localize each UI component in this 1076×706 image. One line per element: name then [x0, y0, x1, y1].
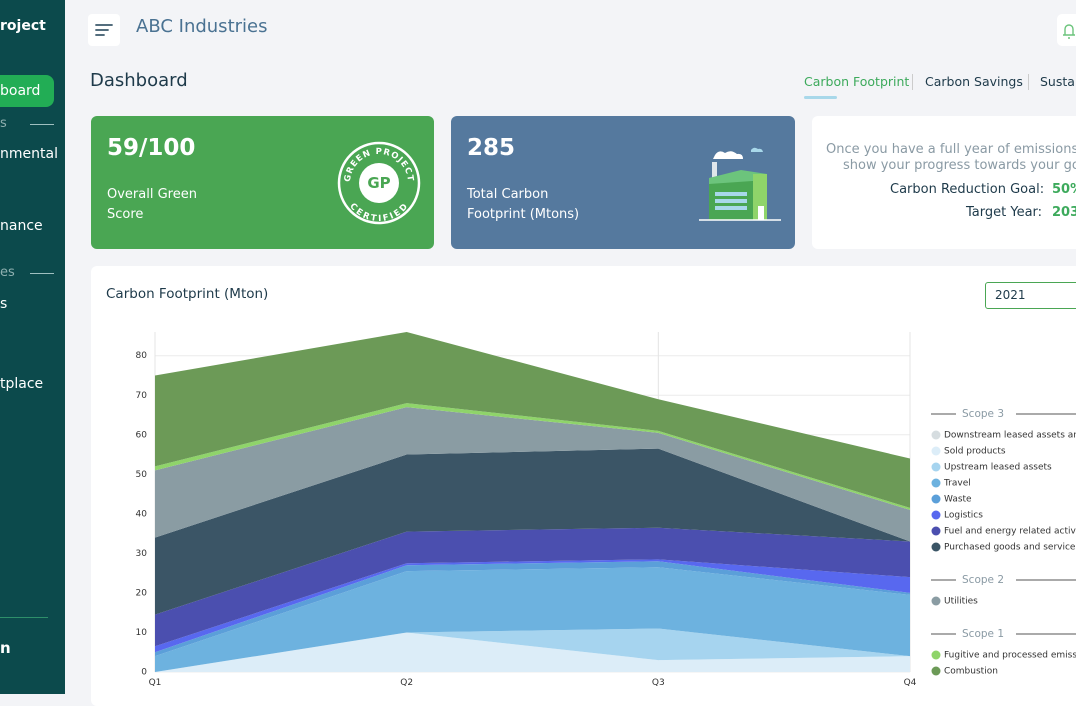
area	[155, 527, 910, 647]
factory-illustration	[699, 147, 781, 221]
badge-text: CERTIFIED	[348, 201, 411, 224]
score-value: 59/100	[107, 135, 196, 161]
green-score-card: 59/100 Overall Green Score GREEN PROJECT…	[91, 116, 434, 249]
legend-swatch	[931, 596, 941, 606]
legend-label: Travel	[943, 479, 971, 489]
x-tick-label: Q3	[652, 678, 665, 688]
y-tick-label: 70	[136, 391, 148, 401]
area	[155, 632, 910, 672]
goal-note: Once you have a full year of emissions	[826, 142, 1076, 157]
carbon-label: Footprint (Mtons)	[467, 207, 580, 222]
y-tick-label: 60	[136, 430, 148, 440]
legend-group-title: Scope 2	[962, 574, 1004, 586]
area	[155, 332, 910, 508]
y-tick-label: 50	[136, 470, 148, 480]
legend-group-title: Scope 3	[962, 408, 1004, 420]
tab-indicator	[804, 96, 837, 99]
legend-group-title: Scope 1	[962, 628, 1004, 640]
user[interactable]: n	[0, 639, 11, 657]
area	[155, 628, 910, 672]
carbon-label: Total Carbon	[467, 187, 549, 202]
divider	[30, 124, 54, 125]
legend-swatch	[931, 430, 941, 440]
score-label: Score	[107, 207, 144, 222]
brand: roject	[0, 18, 46, 34]
legend-swatch	[931, 650, 941, 660]
legend-label: Waste	[944, 495, 972, 505]
legend-label: Fugitive and processed emiss	[944, 651, 1076, 661]
legend-label: Utilities	[944, 597, 978, 607]
legend-label: Upstream leased assets	[944, 463, 1052, 473]
legend-swatch	[931, 666, 941, 676]
x-tick-label: Q1	[149, 678, 162, 688]
tab-active[interactable]: Carbon Footprint	[804, 74, 910, 89]
legend-label: Purchased goods and services	[944, 543, 1076, 553]
goal-value: 50%	[1052, 182, 1076, 197]
legend-swatch	[931, 510, 941, 520]
y-tick-label: 10	[136, 628, 148, 638]
legend-swatch	[931, 478, 941, 488]
tab-divider	[912, 74, 913, 90]
y-tick-label: 40	[136, 509, 148, 519]
nav-section: s	[0, 116, 7, 131]
company-name: ABC Industries	[136, 16, 268, 37]
y-tick-label: 20	[136, 588, 148, 598]
legend-label: Sold products	[944, 447, 1006, 457]
chart-card: Carbon Footprint (Mton) 2021 0 10 20 30 40 50…	[91, 266, 1076, 706]
page-title: Dashboard	[90, 70, 188, 91]
goal-note: show your progress towards your go	[843, 158, 1076, 173]
sidebar: roject board s nmental nance es s tplace…	[0, 0, 65, 694]
nav-item[interactable]: nmental	[0, 146, 58, 162]
nav-item[interactable]: board	[0, 83, 41, 99]
area	[155, 407, 910, 542]
divider	[30, 273, 54, 274]
y-tick-label: 30	[136, 549, 148, 559]
nav-item[interactable]: nance	[0, 218, 43, 234]
legend-swatch	[931, 494, 941, 504]
area	[155, 567, 910, 672]
legend-swatch	[931, 526, 941, 536]
certified-badge: GREEN PROJECT CERTIFIED GP	[337, 141, 421, 225]
nav-section: es	[0, 265, 15, 280]
carbon-value: 285	[467, 135, 516, 161]
legend-swatch	[931, 446, 941, 456]
y-tick-label: 0	[141, 668, 147, 678]
nav-item[interactable]: s	[0, 296, 8, 312]
legend-label: Logistics	[944, 511, 983, 521]
goal-card: Once you have a full year of emissions s…	[812, 116, 1076, 249]
legend-label: Fuel and energy related activi	[944, 527, 1076, 537]
area	[155, 448, 910, 615]
legend-swatch	[931, 462, 941, 472]
x-tick-label: Q4	[904, 678, 917, 688]
legend-swatch	[931, 542, 941, 552]
bell-icon	[1063, 24, 1075, 39]
badge-bottom: CERTIFIED	[348, 201, 410, 224]
nav-item[interactable]: tplace	[0, 376, 44, 392]
menu-icon	[95, 24, 113, 36]
notification-button[interactable]	[1057, 14, 1076, 46]
score-label: Overall Green	[107, 187, 197, 202]
tab-divider	[1028, 74, 1029, 90]
goal-label: Carbon Reduction Goal:	[890, 182, 1045, 197]
year-value: 203	[1052, 205, 1076, 220]
tab[interactable]: Sustai	[1040, 74, 1076, 89]
chart-title: Carbon Footprint (Mton)	[106, 286, 269, 302]
x-tick-label: Q2	[400, 678, 413, 688]
year-select[interactable]: 2021	[985, 282, 1076, 309]
nav-active[interactable]	[0, 75, 54, 107]
chart: 0 10 20 30 40 50 60 70 80 Q1 Q2 Q3 Q4 Scope 3 Downstre…	[136, 332, 1076, 688]
menu-button[interactable]	[88, 14, 120, 46]
carbon-card: 285 Total Carbon Footprint (Mtons)	[451, 116, 795, 249]
badge-mark: GP	[367, 174, 390, 192]
year-select-value: 2021	[995, 288, 1026, 302]
legend-label: Downstream leased assets and	[944, 431, 1076, 441]
legend-label: Combustion	[944, 667, 998, 677]
year-label: Target Year:	[966, 205, 1043, 220]
tab[interactable]: Carbon Savings	[925, 74, 1023, 89]
divider	[0, 617, 48, 618]
y-tick-label: 80	[136, 351, 148, 361]
